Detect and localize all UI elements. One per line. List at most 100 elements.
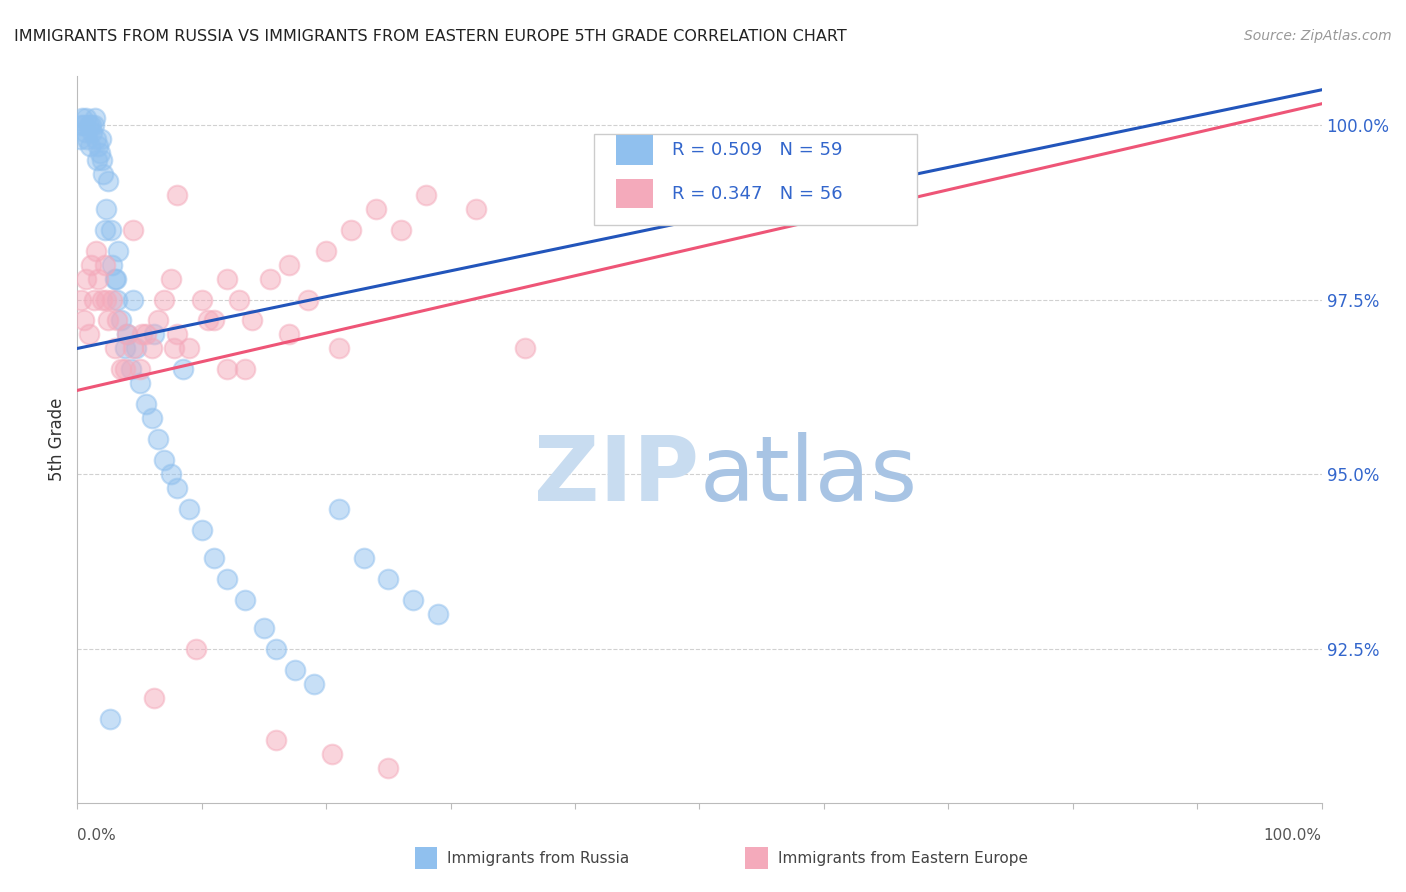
Point bbox=[266, 642, 288, 657]
Point bbox=[353, 551, 375, 566]
Point bbox=[80, 118, 103, 132]
Point bbox=[302, 677, 325, 691]
Point bbox=[69, 132, 91, 146]
Point bbox=[191, 293, 214, 307]
Point bbox=[86, 153, 108, 167]
Point bbox=[141, 342, 163, 356]
Point bbox=[70, 118, 93, 132]
Point bbox=[328, 502, 350, 516]
Point bbox=[93, 222, 115, 236]
Point bbox=[277, 327, 299, 342]
Point bbox=[402, 593, 425, 607]
Point bbox=[79, 138, 101, 153]
Point bbox=[110, 362, 132, 376]
Text: 0.0%: 0.0% bbox=[77, 829, 117, 843]
Point bbox=[128, 362, 150, 376]
Point bbox=[153, 453, 176, 467]
Bar bbox=[616, 179, 654, 208]
Point bbox=[277, 258, 299, 272]
Point bbox=[77, 118, 100, 132]
Point bbox=[364, 202, 387, 216]
Point bbox=[141, 411, 163, 425]
Point bbox=[377, 572, 399, 586]
Point bbox=[104, 342, 127, 356]
Point bbox=[464, 202, 486, 216]
Text: R = 0.509   N = 59: R = 0.509 N = 59 bbox=[672, 141, 842, 159]
Point bbox=[72, 111, 94, 125]
Point bbox=[94, 202, 117, 216]
Point bbox=[197, 313, 219, 327]
Point bbox=[100, 222, 122, 236]
Text: R = 0.347   N = 56: R = 0.347 N = 56 bbox=[672, 185, 842, 202]
Point bbox=[159, 271, 181, 285]
Point bbox=[135, 327, 157, 342]
Point bbox=[297, 293, 319, 307]
Point bbox=[253, 621, 276, 635]
Point bbox=[105, 313, 128, 327]
Point bbox=[91, 153, 114, 167]
Point bbox=[77, 327, 100, 342]
Point bbox=[97, 313, 120, 327]
Point bbox=[179, 502, 201, 516]
Point bbox=[153, 293, 176, 307]
Point bbox=[83, 293, 105, 307]
Point bbox=[315, 244, 337, 258]
Point bbox=[389, 222, 412, 236]
Text: ZIP: ZIP bbox=[534, 432, 700, 520]
Point bbox=[84, 132, 107, 146]
Y-axis label: 5th Grade: 5th Grade bbox=[48, 398, 66, 481]
Point bbox=[76, 132, 98, 146]
Point bbox=[163, 342, 186, 356]
Point bbox=[259, 271, 281, 285]
Point bbox=[202, 313, 225, 327]
Point bbox=[115, 327, 138, 342]
Point bbox=[72, 313, 94, 327]
Point bbox=[97, 174, 120, 188]
Point bbox=[70, 293, 93, 307]
Point bbox=[184, 642, 207, 657]
Point bbox=[75, 111, 97, 125]
Point bbox=[202, 551, 225, 566]
Point bbox=[91, 293, 114, 307]
Point bbox=[105, 293, 128, 307]
Point bbox=[328, 342, 350, 356]
Text: 100.0%: 100.0% bbox=[1264, 829, 1322, 843]
Point bbox=[228, 293, 250, 307]
Point bbox=[128, 376, 150, 391]
Point bbox=[122, 342, 145, 356]
Point bbox=[191, 523, 214, 537]
Point bbox=[240, 313, 263, 327]
Point bbox=[107, 244, 129, 258]
Point bbox=[82, 125, 104, 139]
Point bbox=[266, 732, 288, 747]
Point bbox=[135, 397, 157, 411]
Point bbox=[122, 293, 145, 307]
Point bbox=[114, 342, 136, 356]
Point bbox=[120, 362, 142, 376]
Point bbox=[159, 467, 181, 482]
Point bbox=[75, 271, 97, 285]
Point bbox=[90, 132, 112, 146]
Text: Source: ZipAtlas.com: Source: ZipAtlas.com bbox=[1244, 29, 1392, 43]
Point bbox=[427, 607, 450, 621]
Point bbox=[80, 258, 103, 272]
Point bbox=[72, 118, 94, 132]
Point bbox=[284, 663, 307, 677]
Point bbox=[73, 125, 96, 139]
Point bbox=[84, 244, 107, 258]
Point bbox=[377, 761, 399, 775]
Point bbox=[148, 433, 170, 447]
Text: Immigrants from Eastern Europe: Immigrants from Eastern Europe bbox=[778, 851, 1028, 865]
Point bbox=[89, 145, 111, 160]
Point bbox=[83, 118, 105, 132]
Point bbox=[101, 293, 124, 307]
Point bbox=[172, 362, 194, 376]
Point bbox=[131, 327, 153, 342]
Bar bbox=[616, 136, 654, 164]
Point bbox=[94, 293, 117, 307]
Point bbox=[122, 222, 145, 236]
Point bbox=[215, 271, 238, 285]
Point bbox=[101, 258, 124, 272]
Point bbox=[179, 342, 201, 356]
Point bbox=[321, 747, 343, 761]
